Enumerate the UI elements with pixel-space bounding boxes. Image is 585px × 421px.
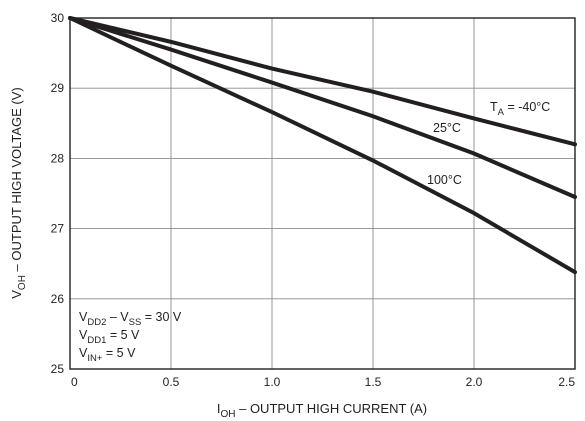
- series-line-minus40c: [68, 16, 577, 147]
- y-tick-label: 26: [51, 292, 65, 306]
- x-tick-label: 1.0: [264, 375, 281, 389]
- annotation-vdd1: VDD1 = 5 V: [79, 328, 140, 346]
- x-tick-label: 2.0: [466, 375, 483, 389]
- y-tick-label: 25: [51, 362, 65, 376]
- grid: [70, 18, 575, 369]
- x-tick-labels: 0 0.5 1.0 1.5 2.0 2.5: [71, 375, 575, 389]
- y-tick-label: 30: [51, 11, 65, 25]
- x-tick-label: 2.5: [558, 375, 575, 389]
- series-lines: [68, 16, 577, 275]
- annotation-vdd2-vss: VDD2 – VSS = 30 V: [79, 310, 182, 328]
- x-tick-label: 0.5: [163, 375, 180, 389]
- series-line-100c: [68, 16, 577, 275]
- annotation-vin: VIN+ = 5 V: [79, 346, 136, 364]
- series-line-25c: [68, 16, 577, 200]
- y-axis-title: VOH – OUTPUT HIGH VOLTAGE (V): [9, 87, 28, 298]
- y-tick-label: 28: [51, 151, 65, 165]
- series-label-100: 100°C: [427, 173, 462, 187]
- series-label-25: 25°C: [433, 121, 461, 135]
- x-axis-title: IOH – OUTPUT HIGH CURRENT (A): [217, 401, 427, 420]
- plot-frame: [69, 17, 576, 370]
- y-tick-label: 29: [51, 81, 65, 95]
- y-tick-labels: 25 26 27 28 29 30: [51, 11, 65, 376]
- x-tick-label: 0: [71, 375, 78, 389]
- x-tick-label: 1.5: [365, 375, 382, 389]
- series-label-minus40: TA = -40°C: [490, 100, 550, 118]
- y-tick-label: 27: [51, 222, 65, 236]
